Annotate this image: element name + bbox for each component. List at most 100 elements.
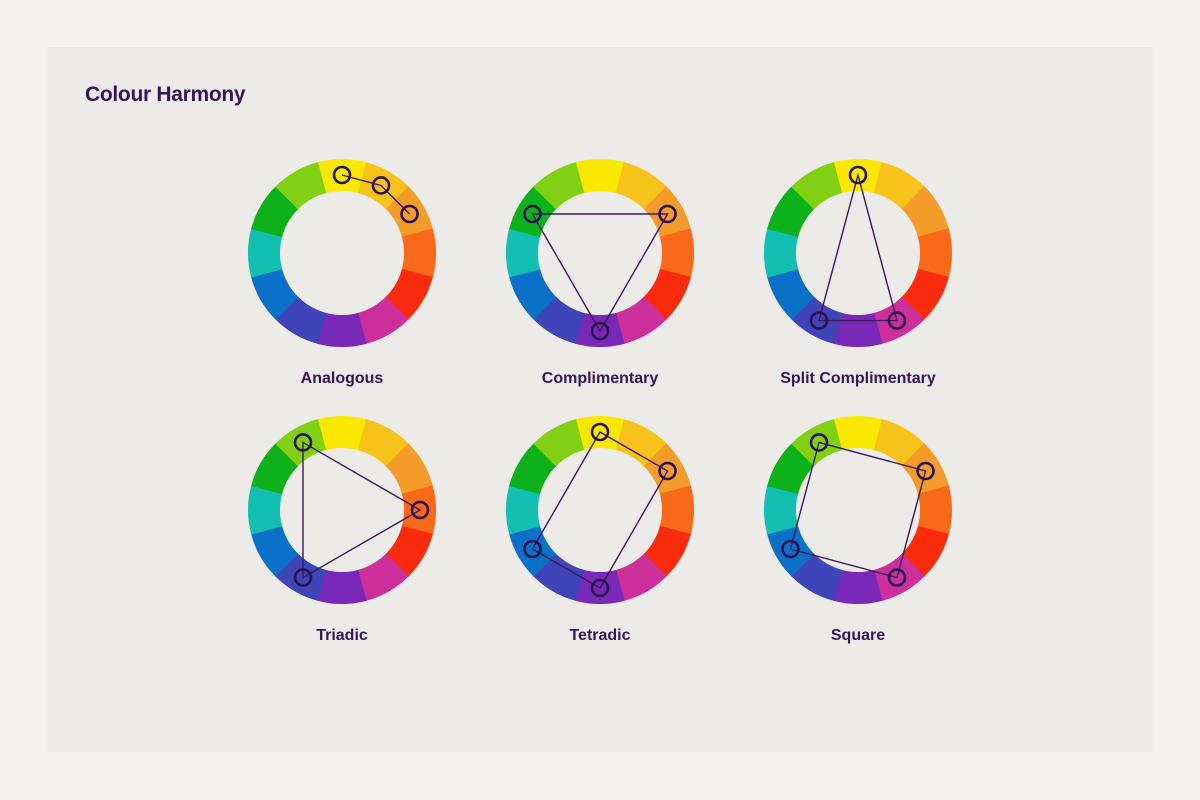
wheel-segment (275, 419, 327, 467)
wheel-segment (767, 443, 815, 495)
wheel-segment (873, 162, 925, 210)
color-wheel-split-complimentary: Split Complimentary (763, 159, 953, 387)
harmony-label: Split Complimentary (780, 370, 936, 387)
wheel-segment (833, 312, 883, 348)
wheel-segment (509, 186, 557, 238)
hue-marker (371, 176, 391, 195)
color-wheel-analogous: Analogous (248, 158, 436, 387)
hue-marker (916, 461, 935, 481)
hue-marker (658, 461, 677, 481)
hue-marker (887, 568, 907, 587)
wheel-segment (791, 296, 843, 344)
harmony-label: Square (831, 627, 885, 644)
wheel-segment (615, 553, 667, 601)
wheel-segment (901, 186, 949, 238)
hue-marker (809, 311, 829, 330)
wheel-segment (791, 162, 843, 210)
wheel-segment (275, 553, 327, 601)
wheel-segment (643, 525, 691, 577)
wheel-segment (575, 159, 625, 194)
wheel-segment (251, 186, 299, 238)
wheel-segment (275, 162, 327, 210)
wheel-segment (505, 485, 541, 535)
wheel-segment (791, 419, 843, 467)
wheel-segment (533, 419, 585, 467)
wheel-segment (659, 228, 694, 278)
wheel-segment (615, 296, 667, 344)
wheel-segment (247, 485, 283, 535)
wheel-segment (385, 443, 433, 495)
wheel-segment (317, 158, 367, 194)
hue-marker (410, 500, 430, 520)
harmony-label: Tetradic (569, 627, 630, 644)
harmony-connector-line (302, 441, 422, 579)
hue-marker (887, 311, 907, 330)
wheel-segment (659, 485, 694, 535)
wheel-segment (901, 268, 949, 320)
wheel-segment (251, 525, 299, 577)
hue-marker (848, 165, 868, 185)
color-wheel-tetradic: Tetradic (505, 416, 694, 644)
wheel-segment (901, 525, 949, 577)
wheel-segment (385, 525, 433, 577)
wheel-segment (643, 186, 691, 238)
wheel-segment (791, 553, 843, 601)
wheel-segment (767, 186, 815, 238)
wheel-segment (615, 162, 667, 210)
harmony-label: Analogous (301, 370, 384, 387)
wheel-segment (643, 268, 691, 320)
hue-marker (332, 165, 352, 185)
harmony-label: Complimentary (542, 370, 659, 387)
wheel-segment (873, 419, 925, 467)
wheel-segment (248, 228, 283, 278)
wheel-segment (833, 569, 883, 604)
hue-marker (590, 422, 610, 442)
color-wheel-complimentary: Complimentary (505, 159, 694, 387)
wheel-segment (643, 443, 691, 495)
wheel-segment (767, 268, 815, 320)
color-wheel-triadic: Triadic (247, 416, 437, 644)
wheel-segment (505, 228, 541, 278)
hue-marker (658, 204, 677, 224)
wheel-segment (357, 162, 409, 210)
wheel-segment (533, 162, 585, 210)
harmony-label: Triadic (316, 627, 368, 644)
harmony-connector-line (789, 441, 927, 579)
hue-marker (293, 568, 313, 587)
wheel-segment (917, 485, 953, 535)
wheel-segment (251, 268, 299, 320)
wheel-segment (873, 553, 925, 601)
hue-marker (523, 539, 542, 559)
hue-marker (809, 433, 829, 452)
wheel-segment (533, 553, 585, 601)
wheel-segment (509, 443, 557, 495)
harmony-connector-line (531, 431, 669, 589)
hue-marker (523, 204, 542, 224)
wheel-segment (833, 415, 883, 451)
harmony-connector-line (818, 172, 898, 322)
wheel-segment (533, 296, 585, 344)
wheel-segment (317, 312, 367, 347)
wheel-segment (917, 228, 953, 278)
page-title: Colour Harmony (85, 83, 246, 106)
hue-marker (400, 204, 419, 224)
harmony-connector-line (531, 213, 669, 333)
wheel-segment (317, 416, 367, 451)
harmony-connector-line (341, 174, 411, 215)
wheel-segment (764, 485, 799, 535)
wheel-segment (763, 228, 799, 278)
wheel-segment (317, 569, 367, 604)
wheel-segment (401, 228, 436, 278)
wheel-segment (767, 525, 815, 577)
wheel-segment (357, 419, 409, 467)
wheel-segment (509, 525, 557, 577)
wheel-segment (509, 268, 557, 320)
hue-marker (590, 321, 610, 341)
wheel-segment (385, 268, 433, 320)
wheel-segment (873, 296, 925, 344)
wheel-segment (251, 443, 299, 495)
hue-marker (590, 578, 610, 598)
wheel-segment (275, 296, 327, 344)
wheel-segment (385, 186, 433, 238)
